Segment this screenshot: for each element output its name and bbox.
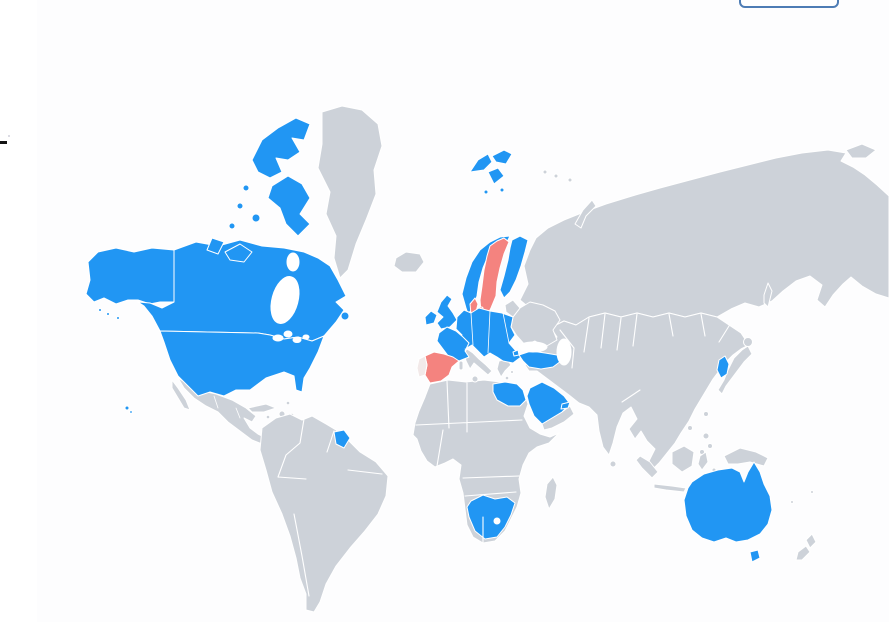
country-madagascar[interactable] — [544, 476, 558, 510]
island-taiwan — [703, 411, 709, 417]
left-edge-speck — [8, 135, 10, 137]
country-south-africa[interactable] — [466, 494, 516, 540]
island-novaya-zemlya[interactable] — [574, 199, 597, 229]
island-ellesmere — [251, 117, 311, 179]
country-italy[interactable] — [463, 348, 493, 376]
island-wrangel — [845, 143, 877, 159]
island-borneo — [671, 445, 695, 473]
region-asia-mainland[interactable] — [524, 312, 750, 470]
great-lake — [292, 337, 302, 343]
country-portugal[interactable] — [416, 355, 428, 378]
arctic-island — [236, 202, 244, 210]
country-new-zealand-south — [795, 545, 811, 561]
region-eastern-europe[interactable] — [510, 301, 561, 348]
island-sardinia — [458, 360, 464, 371]
island-jamaica — [265, 414, 271, 420]
lesotho-hole — [493, 517, 501, 525]
svalbard-islet — [499, 187, 505, 193]
region-baltics[interactable] — [504, 299, 521, 318]
aleutian-island — [98, 308, 102, 312]
hudson-bay — [270, 276, 300, 324]
country-guyana[interactable] — [333, 429, 351, 449]
region-south-america[interactable] — [259, 413, 389, 613]
country-border-lines-africa — [415, 380, 523, 544]
country-border-lines-asia — [559, 313, 730, 403]
country-egypt[interactable] — [492, 381, 527, 407]
country-greenland[interactable] — [317, 105, 383, 279]
arctic-island — [251, 213, 261, 223]
country-france[interactable] — [436, 326, 470, 362]
top-edge-button[interactable] — [739, 0, 839, 8]
island-java — [653, 483, 687, 493]
country-saudi-arabia[interactable] — [526, 381, 571, 425]
aleutian-island — [116, 316, 120, 320]
island-new-caledonia — [790, 500, 794, 504]
great-lake — [302, 334, 310, 340]
state-hawaii[interactable] — [124, 405, 130, 411]
island-philippines[interactable] — [702, 432, 710, 440]
arctic-island — [567, 177, 573, 183]
island-svalbard-s — [487, 167, 505, 185]
island-new-guinea[interactable] — [723, 447, 769, 467]
island-newfoundland — [340, 311, 350, 321]
island-philippines — [707, 443, 713, 449]
island-sulawesi — [697, 451, 709, 471]
country-turkey-thrace — [512, 349, 520, 357]
great-lake — [283, 330, 293, 338]
island-hainan — [687, 425, 693, 431]
island-sumatra[interactable] — [635, 455, 659, 479]
island-hokkaido — [743, 337, 753, 347]
country-south-korea[interactable] — [716, 355, 730, 379]
country-united-states[interactable] — [159, 330, 325, 397]
country-new-zealand[interactable] — [805, 533, 817, 549]
region-africa[interactable] — [412, 379, 560, 544]
state-alaska[interactable] — [85, 247, 175, 305]
region-baja — [171, 379, 191, 411]
country-finland[interactable] — [499, 235, 529, 299]
arctic-island — [542, 169, 548, 175]
island-cuba[interactable] — [247, 403, 277, 413]
caspian-sea — [556, 338, 572, 366]
country-russia[interactable] — [519, 149, 889, 328]
black-sea — [518, 341, 548, 353]
island-bahamas — [285, 400, 291, 406]
country-united-kingdom[interactable] — [436, 294, 458, 330]
island-crete — [504, 375, 510, 381]
island-sicily — [471, 375, 479, 383]
arctic-island — [553, 173, 559, 179]
svalbard-islet — [483, 189, 489, 195]
country-ireland[interactable] — [424, 310, 438, 326]
country-border-lines-central-america — [213, 395, 241, 419]
foxe-basin — [286, 252, 300, 272]
country-sweden[interactable] — [479, 237, 510, 319]
island-baffin — [267, 175, 311, 237]
arctic-island — [242, 184, 250, 192]
country-border-lines-europe — [464, 310, 510, 354]
state-hawaii — [129, 410, 133, 414]
arctic-island — [228, 222, 236, 230]
island-vanuatu — [810, 490, 814, 494]
country-australia[interactable] — [683, 461, 773, 543]
great-lake — [272, 334, 284, 342]
country-uae[interactable] — [560, 401, 571, 410]
island-svalbard[interactable] — [469, 153, 493, 173]
island-tasmania — [749, 549, 761, 563]
island-sri-lanka — [609, 460, 617, 468]
island-victoria — [224, 243, 253, 263]
island-banks — [206, 237, 225, 255]
aleutian-island — [106, 312, 110, 316]
country-iceland[interactable] — [393, 251, 425, 273]
island-sakhalin — [763, 282, 773, 308]
island-aegean — [510, 370, 514, 374]
left-edge-dash — [0, 141, 7, 144]
country-border-lines-south-america — [277, 418, 383, 597]
island-svalbard-ne — [491, 149, 513, 165]
